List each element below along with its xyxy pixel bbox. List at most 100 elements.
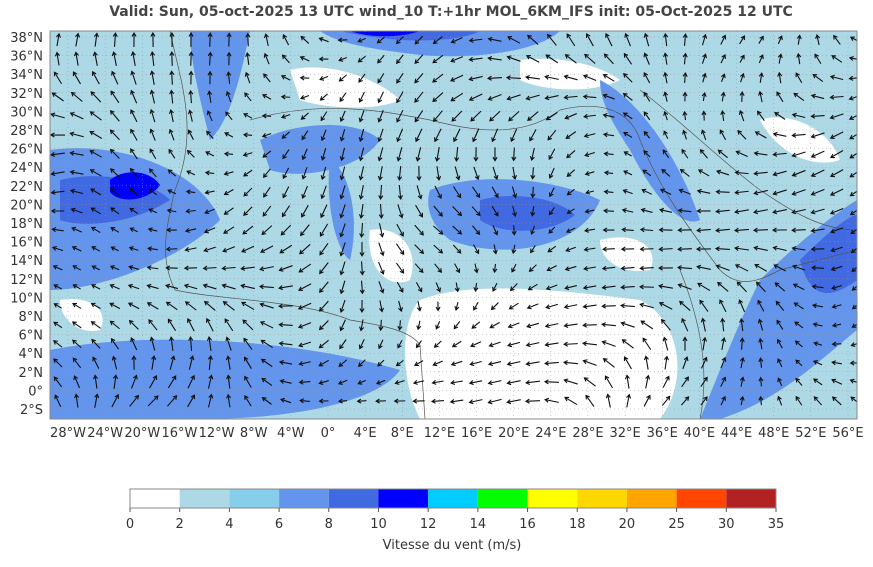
wind-arrow <box>90 207 101 215</box>
colorbar-tick-label: 12 <box>420 517 437 532</box>
wind-arrow <box>642 169 652 177</box>
wind-arrow <box>263 186 271 198</box>
wind-arrow <box>772 209 787 215</box>
wind-arrow <box>89 150 102 158</box>
wind-arrow <box>433 225 444 235</box>
colorbar-tick-label: 2 <box>176 517 184 532</box>
wind-arrow <box>720 376 727 387</box>
wind-arrow <box>433 244 444 254</box>
wind-arrow <box>169 51 175 66</box>
wind-arrow <box>758 337 764 350</box>
wind-arrow <box>278 303 293 309</box>
wind-arrow <box>734 170 749 176</box>
wind-arrow <box>358 166 365 181</box>
wind-arrow <box>318 380 329 385</box>
wind-arrow <box>546 33 557 46</box>
lon-label: 24°W <box>87 426 123 441</box>
wind-arrow <box>772 170 787 177</box>
wind-arrow <box>584 53 596 64</box>
wind-arrow <box>301 130 309 141</box>
wind-arrow <box>150 51 156 66</box>
wind-arrow <box>585 394 595 407</box>
wind-arrow <box>204 170 215 176</box>
wind-arrow <box>583 113 596 119</box>
wind-arrow <box>338 56 348 62</box>
wind-arrow <box>244 375 252 388</box>
lon-label: 40°E <box>684 426 715 441</box>
wind-arrow <box>412 398 425 404</box>
wind-arrow <box>146 283 159 290</box>
colorbar-segment <box>229 489 280 508</box>
wind-arrow <box>70 207 83 214</box>
wind-arrow <box>357 359 366 367</box>
wind-arrow <box>415 282 423 293</box>
colorbar-segment <box>328 489 379 508</box>
wind-arrow <box>848 55 857 61</box>
wind-arrow <box>432 92 444 103</box>
wind-arrow <box>69 188 84 195</box>
wind-arrow <box>602 227 615 233</box>
wind-arrow <box>810 132 825 139</box>
lon-label: 8°W <box>240 426 268 441</box>
wind-arrow <box>151 355 157 370</box>
wind-arrow <box>849 171 857 178</box>
wind-arrow <box>753 189 768 196</box>
wind-arrow <box>318 320 329 331</box>
wind-arrow <box>396 223 404 237</box>
wind-arrow <box>565 246 576 253</box>
wind-arrow <box>109 320 120 330</box>
wind-arrow <box>207 32 213 47</box>
wind-arrow <box>563 304 578 310</box>
wind-arrow <box>622 189 633 195</box>
wind-arrow <box>378 242 385 257</box>
wind-arrow <box>831 396 842 406</box>
wind-arrow <box>432 36 443 45</box>
wind-arrow <box>791 169 806 177</box>
wind-arrow <box>281 54 290 64</box>
wind-arrow <box>739 376 745 387</box>
wind-arrow <box>226 393 232 408</box>
wind-arrow <box>299 75 310 81</box>
wind-arrow <box>207 393 214 408</box>
wind-arrow <box>473 282 479 293</box>
wind-arrow <box>183 265 198 271</box>
wind-arrow <box>583 246 596 252</box>
wind-arrow <box>260 358 273 368</box>
wind-arrow <box>661 168 671 177</box>
wind-arrow <box>339 339 347 350</box>
wind-arrow <box>432 54 444 64</box>
wind-arrow <box>700 376 708 387</box>
wind-arrow <box>261 396 272 405</box>
wind-arrow <box>397 204 404 219</box>
wind-arrow <box>658 265 673 271</box>
wind-arrow <box>299 56 310 62</box>
wind-arrow <box>318 37 329 43</box>
colorbar-segment <box>378 489 429 508</box>
colorbar-segment <box>428 489 478 508</box>
wind-arrow <box>240 283 255 290</box>
wind-arrow <box>739 395 745 406</box>
colorbar-segment <box>676 489 727 508</box>
map-frame <box>49 30 858 420</box>
wind-arrow <box>831 322 842 328</box>
wind-arrow <box>681 376 689 388</box>
wind-arrow <box>621 227 634 233</box>
wind-arrow <box>396 72 404 84</box>
wind-arrow <box>203 300 216 311</box>
wind-arrow <box>777 395 783 406</box>
wind-arrow <box>468 93 483 101</box>
wind-arrow <box>225 111 233 121</box>
wind-arrow <box>566 150 576 159</box>
wind-arrow <box>339 185 346 200</box>
wind-arrow <box>377 166 383 181</box>
wind-arrow <box>525 361 540 367</box>
wind-arrow <box>582 341 597 347</box>
wind-arrow <box>795 377 803 386</box>
wind-arrow <box>450 92 464 102</box>
lat-label: 2°S <box>20 403 43 418</box>
wind-arrow <box>261 133 272 138</box>
wind-arrow <box>601 265 616 271</box>
wind-arrow <box>377 54 385 64</box>
wind-arrow <box>261 113 272 119</box>
wind-arrow <box>643 150 651 158</box>
